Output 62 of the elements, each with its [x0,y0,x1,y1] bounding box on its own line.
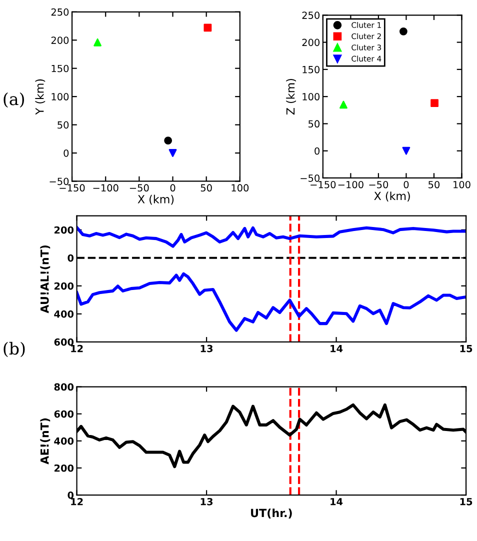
y-tick-label: 250 [51,8,69,16]
y-axis-title: Y (km) [35,79,46,115]
x-tick-label: −150 [60,184,85,192]
y-tick-label: 0 [64,149,69,157]
text: (b) [4,342,25,358]
x-tick-label: −150 [310,180,336,188]
x-tick-label: 0 [170,184,176,192]
point [164,136,172,145]
point [168,149,177,157]
line-series [76,226,466,248]
x-tick-label: 15 [460,344,472,352]
x-tick-label: −50 [369,180,388,188]
x-axis-title: UT(hr.) [251,508,292,518]
point [94,38,102,46]
x-tick-label: −100 [93,184,118,192]
y-tick-label: 150 [302,66,320,74]
point [399,27,408,36]
y-tick-label: 200 [51,36,69,44]
x-tick-label: 13 [200,344,213,352]
x-tick-label: −100 [338,180,364,188]
y-tick-label: 200 [54,464,74,472]
y-tick-label: 0 [68,491,74,499]
y-axis-title: AE!(nT) [40,418,50,464]
y-tick-label: 200 [54,282,74,290]
y-tick-label: 250 [302,12,320,19]
point [402,146,410,155]
y-tick-label: 600 [54,338,74,346]
y-tick-label: 0 [314,147,320,155]
x-tick-label: −50 [130,184,149,192]
x-tick-label: 14 [330,498,343,506]
y-tick-label: 200 [302,38,320,46]
y-tick-label: −50 [300,174,320,182]
y-tick-label: 600 [54,410,74,418]
y-tick-label: 100 [52,93,69,100]
y-tick-label: 400 [54,310,74,318]
x-tick-label: 14 [330,344,343,352]
y-tick-label: 50 [58,121,69,129]
y-tick-label: 200 [54,226,74,234]
line-series [76,272,466,332]
x-axis-title: X (km) [374,192,410,202]
x-tick-label: 12 [71,344,83,352]
y-tick-label: 50 [308,120,320,128]
x-tick-label: 100 [454,180,470,188]
x-tick-label: 0 [404,180,409,188]
x-tick-label: 100 [232,184,249,192]
x-axis-title: X (km) [138,194,174,205]
y-tick-label: 0 [68,254,74,262]
y-axis-title: AU!AL!(nT) [40,245,50,314]
x-tick-label: 12 [71,498,83,506]
y-tick-label: 150 [52,64,69,72]
point [430,99,438,108]
x-tick-label: 50 [200,184,212,192]
x-tick-label: 50 [428,180,440,188]
y-tick-label: 400 [54,437,74,445]
x-tick-label: 13 [200,498,213,506]
text: (a) [4,92,24,108]
point [340,100,348,109]
point [204,24,212,32]
x-tick-label: 15 [460,498,472,506]
y-axis-title: Z (km) [286,78,296,115]
y-tick-label: 800 [54,383,74,391]
y-tick-label: 100 [302,93,320,100]
